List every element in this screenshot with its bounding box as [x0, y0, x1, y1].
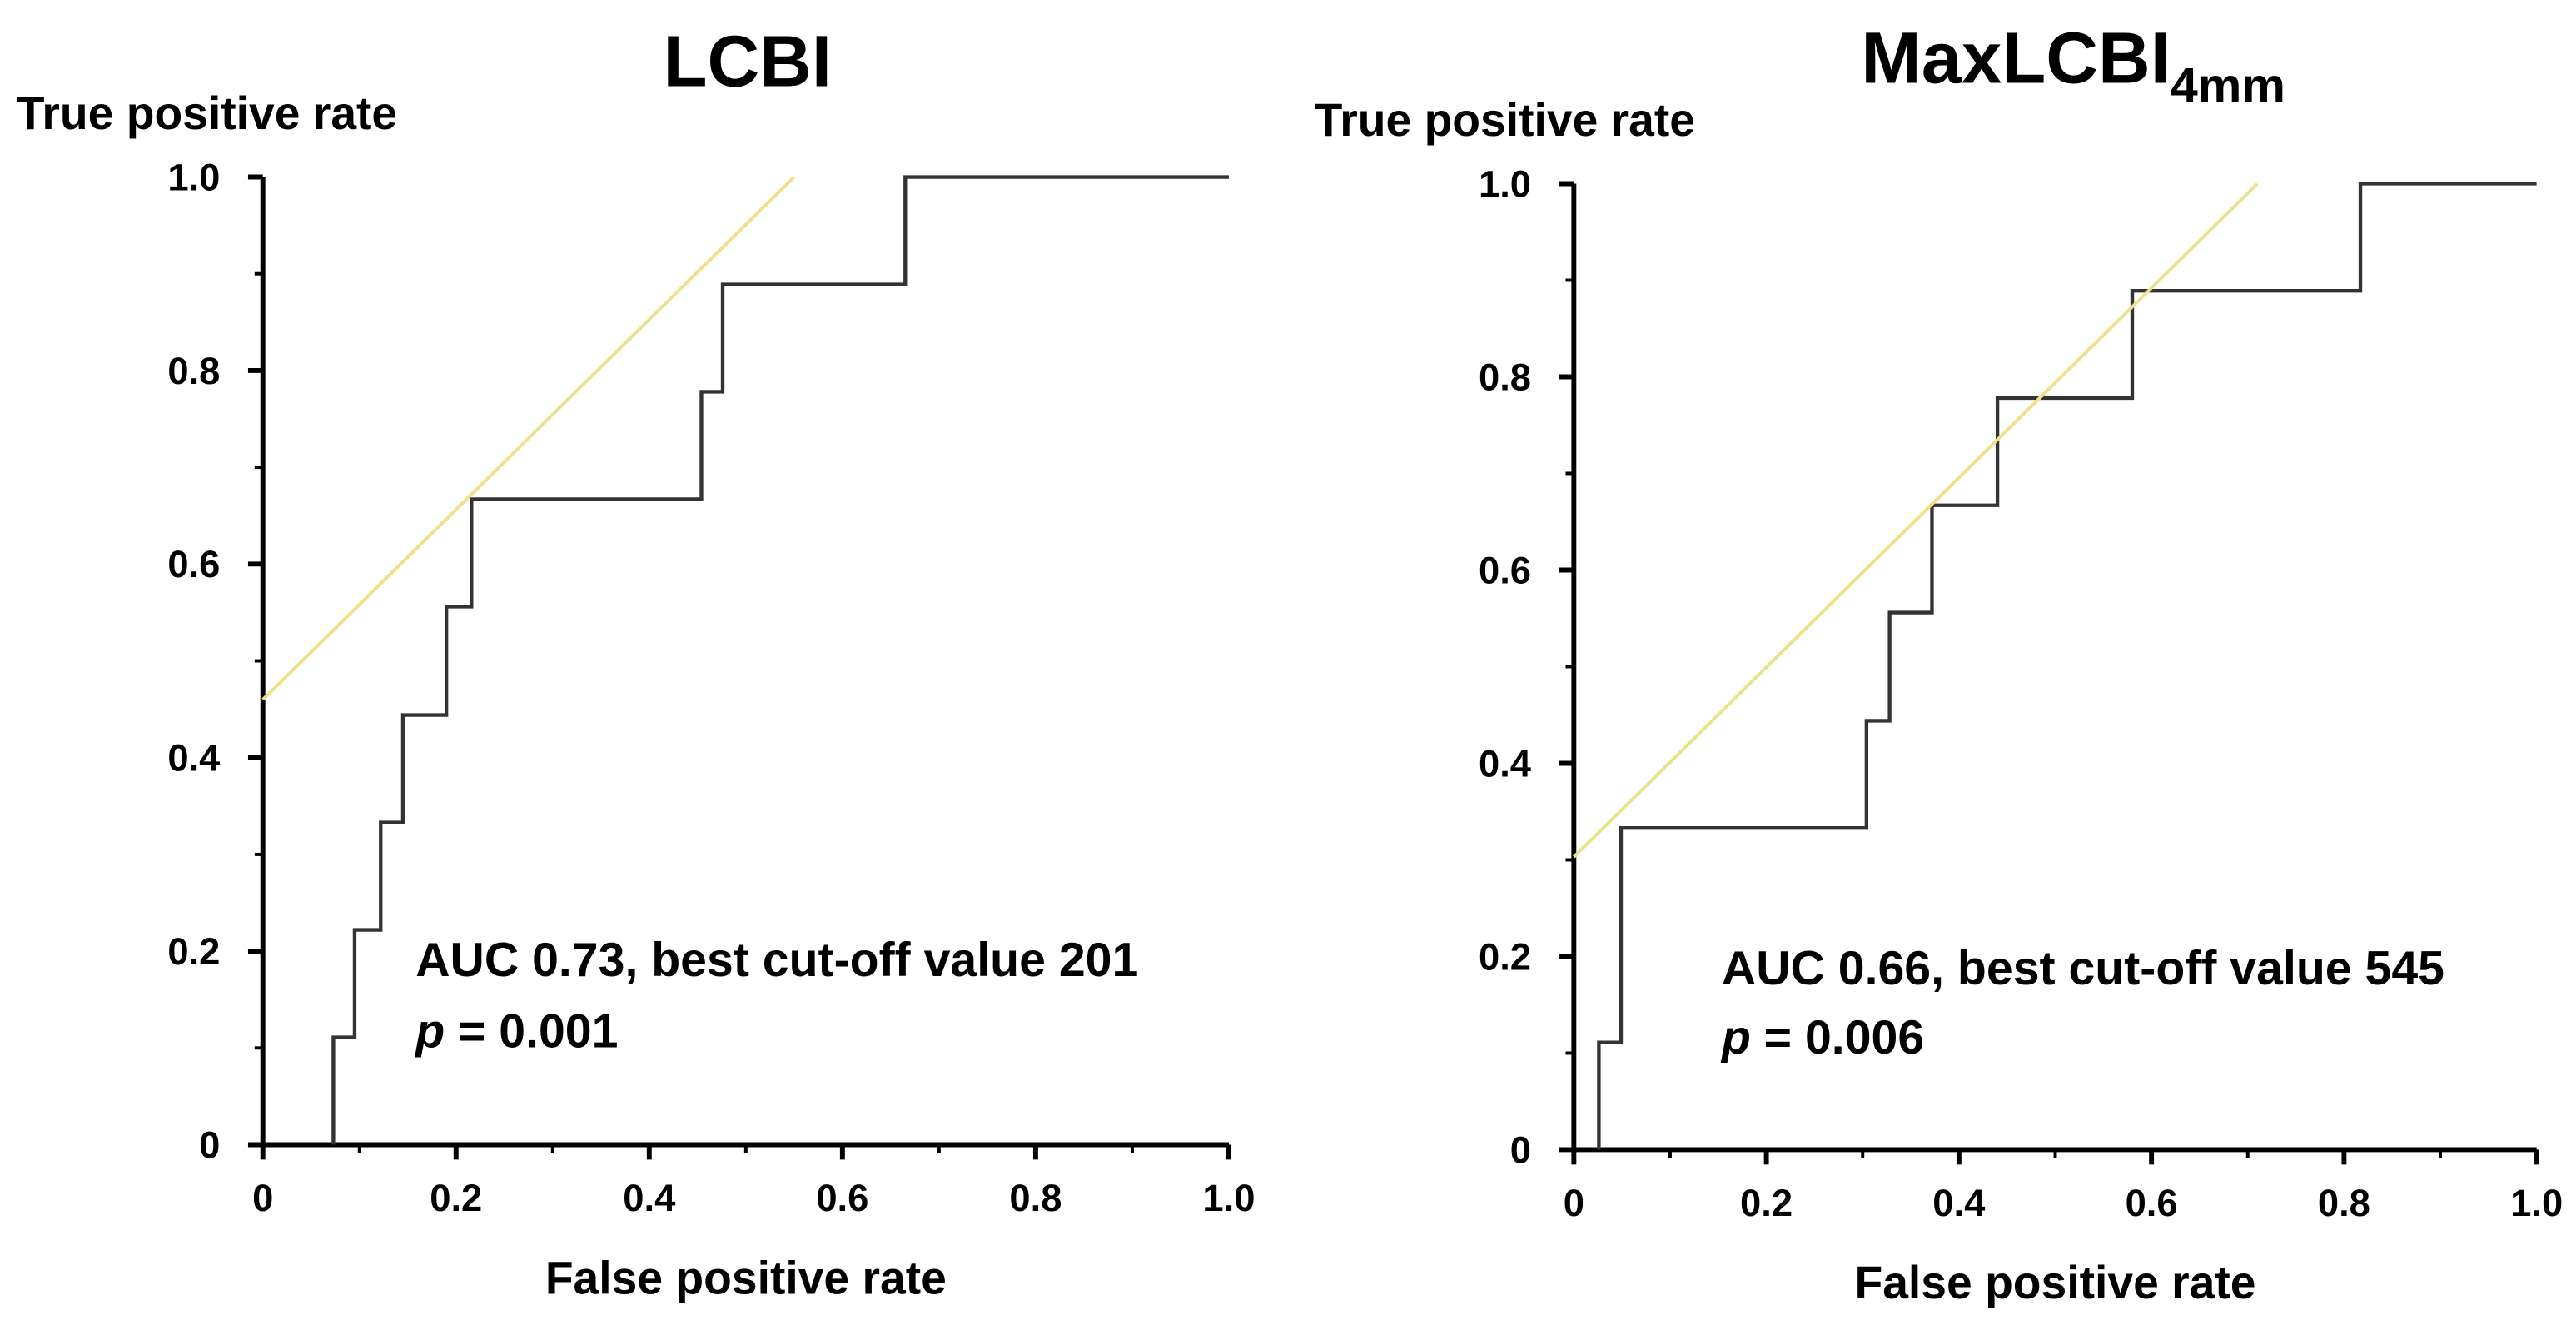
y-tick-label: 1.0 — [167, 156, 220, 198]
x-tick-label: 0.4 — [623, 1177, 676, 1219]
y-tick-label: 1.0 — [1479, 162, 1531, 205]
chart-title: MaxLCBI4mm — [1861, 17, 2285, 113]
annotation-p: p = 0.006 — [1720, 1011, 1924, 1064]
x-tick-label: 0.8 — [2318, 1182, 2370, 1224]
y-tick-label: 0 — [199, 1123, 220, 1166]
x-tick-label: 1.0 — [1202, 1177, 1255, 1219]
x-tick-label: 0.2 — [430, 1177, 482, 1219]
x-tick-label: 0 — [1564, 1182, 1584, 1224]
p-value: = 0.001 — [458, 1004, 619, 1058]
y-tick-label: 0.6 — [1479, 549, 1531, 591]
annotation: AUC 0.66, best cut-off value 545 — [1722, 942, 2444, 995]
x-tick-label: 0.6 — [2126, 1182, 2178, 1224]
roc-curve — [331, 175, 1229, 1145]
p-symbol: p — [1720, 1011, 1751, 1064]
y-tick-label: 0 — [1510, 1128, 1531, 1171]
x-tick-label: 0.4 — [1932, 1182, 1986, 1224]
x-tick-label: 0 — [252, 1177, 273, 1219]
reference-line — [1572, 182, 2259, 859]
reference-line — [261, 176, 796, 701]
p-symbol: p — [414, 1004, 445, 1058]
y-tick-label: 0.8 — [1479, 356, 1531, 398]
y-tick-label: 0.4 — [1479, 742, 1532, 785]
x-tick-label: 0.8 — [1009, 1177, 1062, 1219]
y-tick-label: 0.8 — [167, 350, 220, 392]
roc-curve — [1597, 182, 2537, 1150]
x-tick-label: 0.6 — [816, 1177, 868, 1219]
x-tick-label: 1.0 — [2510, 1182, 2563, 1224]
p-value: = 0.006 — [1764, 1011, 1925, 1064]
y-tick-label: 0.2 — [167, 930, 220, 973]
x-axis-label: False positive rate — [545, 1252, 947, 1303]
y-tick-label: 0.6 — [167, 543, 220, 585]
y-axis-label: True positive rate — [17, 87, 397, 139]
y-tick-label: 0.4 — [167, 736, 221, 779]
x-axis-label: False positive rate — [1854, 1257, 2255, 1308]
title-subscript: 4mm — [2171, 57, 2285, 113]
x-tick-label: 0.2 — [1740, 1182, 1793, 1224]
annotation-p: p = 0.001 — [414, 1004, 618, 1058]
title-main: MaxLCBI — [1861, 17, 2170, 98]
y-tick-label: 0.2 — [1479, 935, 1531, 978]
chart-title: LCBI — [664, 21, 833, 102]
y-axis-label: True positive rate — [1315, 94, 1695, 146]
annotation: AUC 0.73, best cut-off value 201 — [415, 934, 1138, 987]
